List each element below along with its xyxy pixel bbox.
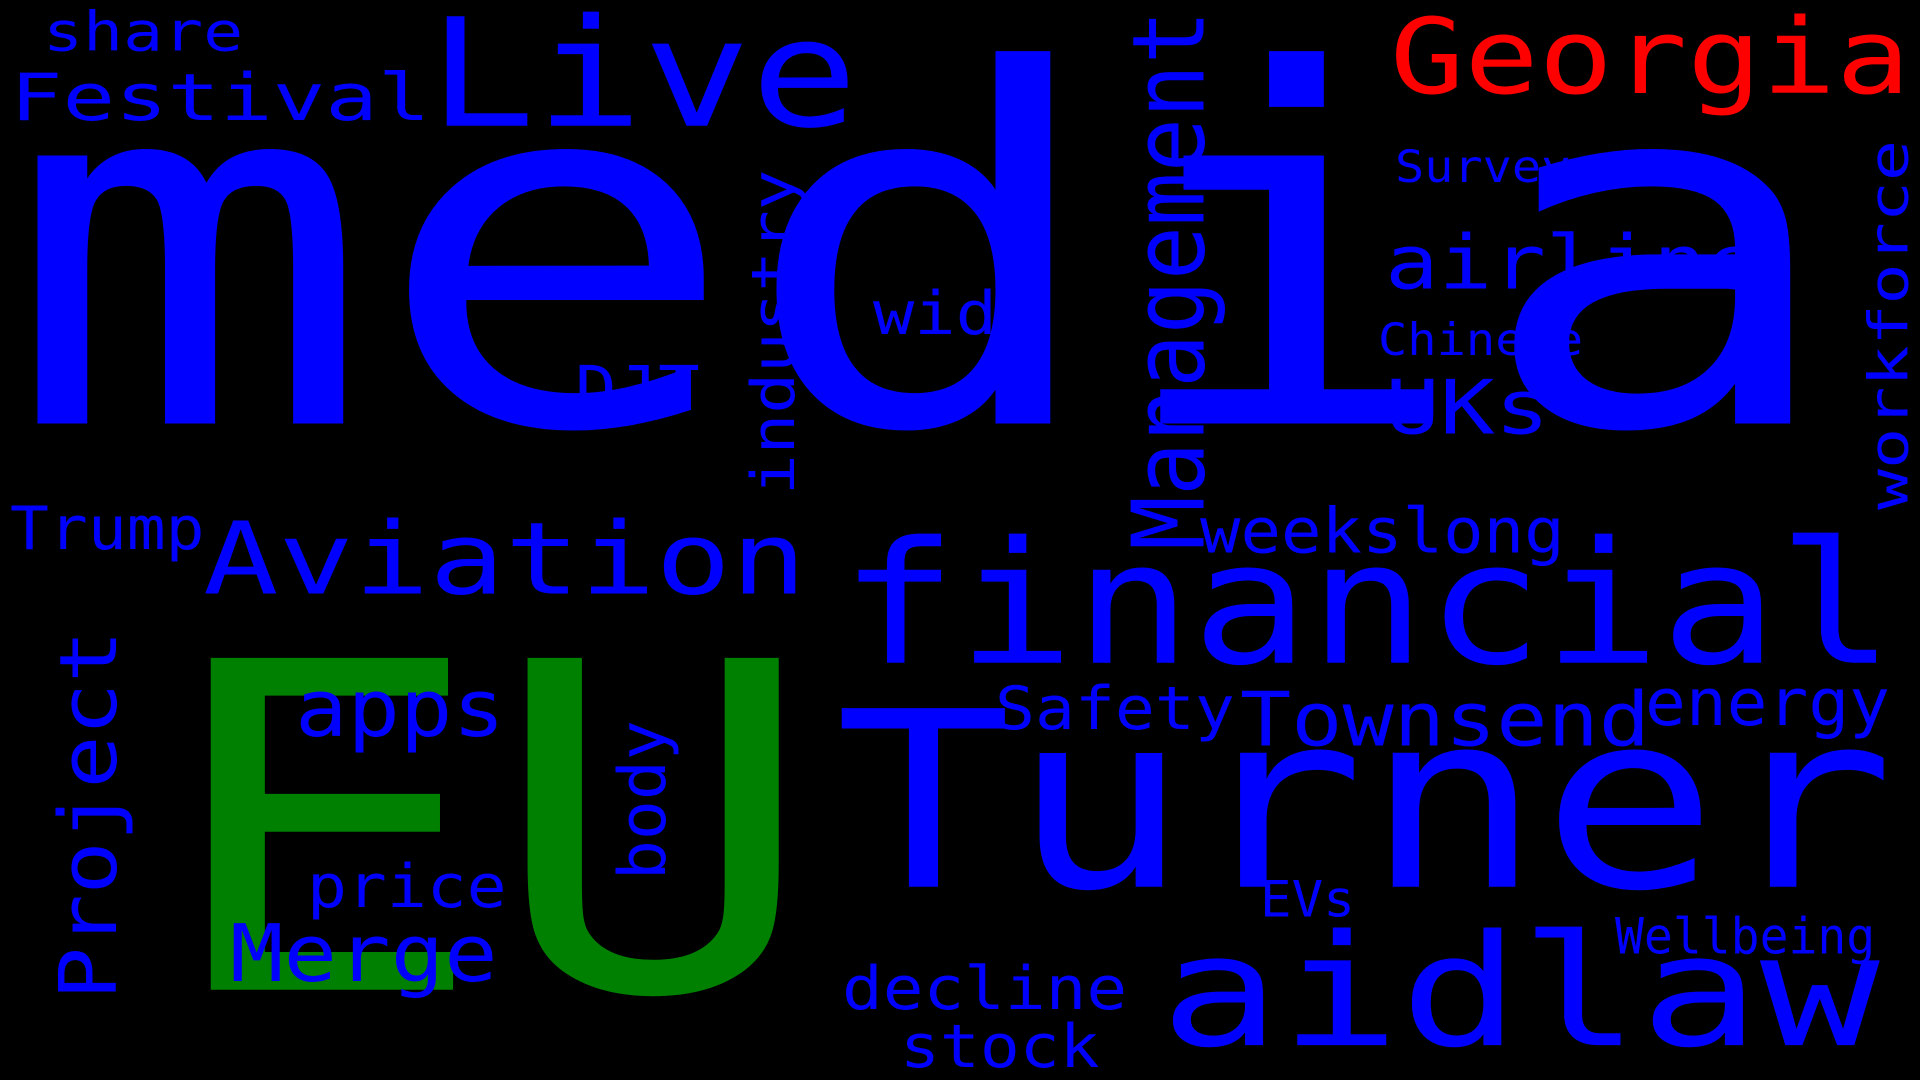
word-wellbeing: Wellbeing bbox=[1615, 908, 1876, 966]
word-survey: Survey bbox=[1395, 140, 1571, 194]
word-aidlaw: aidlaw bbox=[1160, 901, 1880, 1080]
word-apps: apps bbox=[295, 663, 505, 756]
word-stock: stock bbox=[900, 1012, 1100, 1080]
word-energy: energy bbox=[1645, 664, 1891, 741]
word-turner: Turner bbox=[835, 659, 1895, 946]
word-evs: EVs bbox=[1260, 871, 1355, 929]
word-aviation: Aviation bbox=[203, 501, 807, 618]
word-georgia: Georgia bbox=[1390, 0, 1911, 118]
word-wide: wide bbox=[873, 279, 1039, 349]
word-eu: EU bbox=[158, 567, 819, 1080]
word-uks: UKs bbox=[1385, 363, 1550, 452]
word-management: Management bbox=[1111, 10, 1228, 551]
word-share: share bbox=[43, 0, 244, 64]
word-djt: DJT bbox=[575, 352, 700, 426]
word-decline: decline bbox=[842, 954, 1128, 1024]
word-media: media bbox=[5, 0, 1843, 540]
word-project: Project bbox=[43, 629, 136, 1000]
word-body: body bbox=[604, 720, 681, 880]
word-merge: Merge bbox=[230, 908, 498, 1001]
word-townsend: Townsend bbox=[1240, 675, 1651, 764]
word-weekslong: weekslong bbox=[1200, 494, 1565, 568]
word-chinese: Chinese bbox=[1378, 313, 1584, 367]
word-financial: financial bbox=[840, 505, 1895, 704]
word-price: price bbox=[307, 852, 507, 922]
word-industry: industry bbox=[739, 169, 809, 495]
word-workforce: workforce bbox=[1857, 139, 1920, 510]
word-trump: Trump bbox=[10, 494, 205, 564]
word-festival: Festival bbox=[10, 59, 431, 136]
word-safety: Safety bbox=[995, 674, 1235, 744]
word-live: Live bbox=[428, 0, 859, 162]
word-airline: airline bbox=[1385, 218, 1761, 307]
